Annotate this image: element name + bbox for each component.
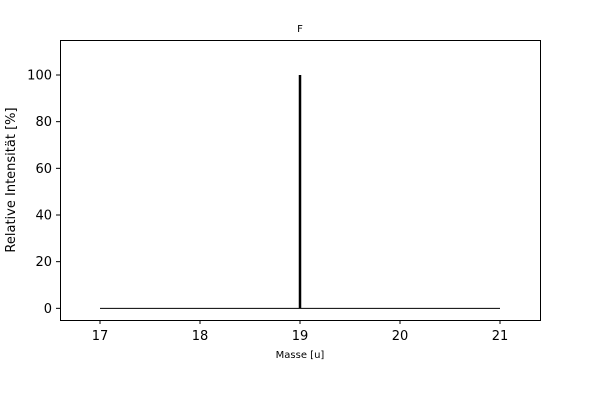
plot-frame xyxy=(60,40,541,321)
x-tick-label: 18 xyxy=(192,329,209,344)
y-tick-label: 40 xyxy=(35,209,52,224)
y-axis-label: Relative Intensität [%] xyxy=(4,107,19,252)
x-axis-label: Masse [u] xyxy=(276,350,325,361)
y-tick-label: 100 xyxy=(27,69,52,84)
y-tick-label: 80 xyxy=(35,115,52,130)
y-tick-label: 20 xyxy=(35,255,52,270)
y-tick-label: 60 xyxy=(35,162,52,177)
x-tick-label: 21 xyxy=(492,329,509,344)
x-tick-label: 17 xyxy=(92,329,109,344)
chart-title: F xyxy=(297,24,303,35)
y-tick-label: 0 xyxy=(44,302,52,317)
x-tick-label: 20 xyxy=(392,329,409,344)
x-tick-label: 19 xyxy=(292,329,309,344)
